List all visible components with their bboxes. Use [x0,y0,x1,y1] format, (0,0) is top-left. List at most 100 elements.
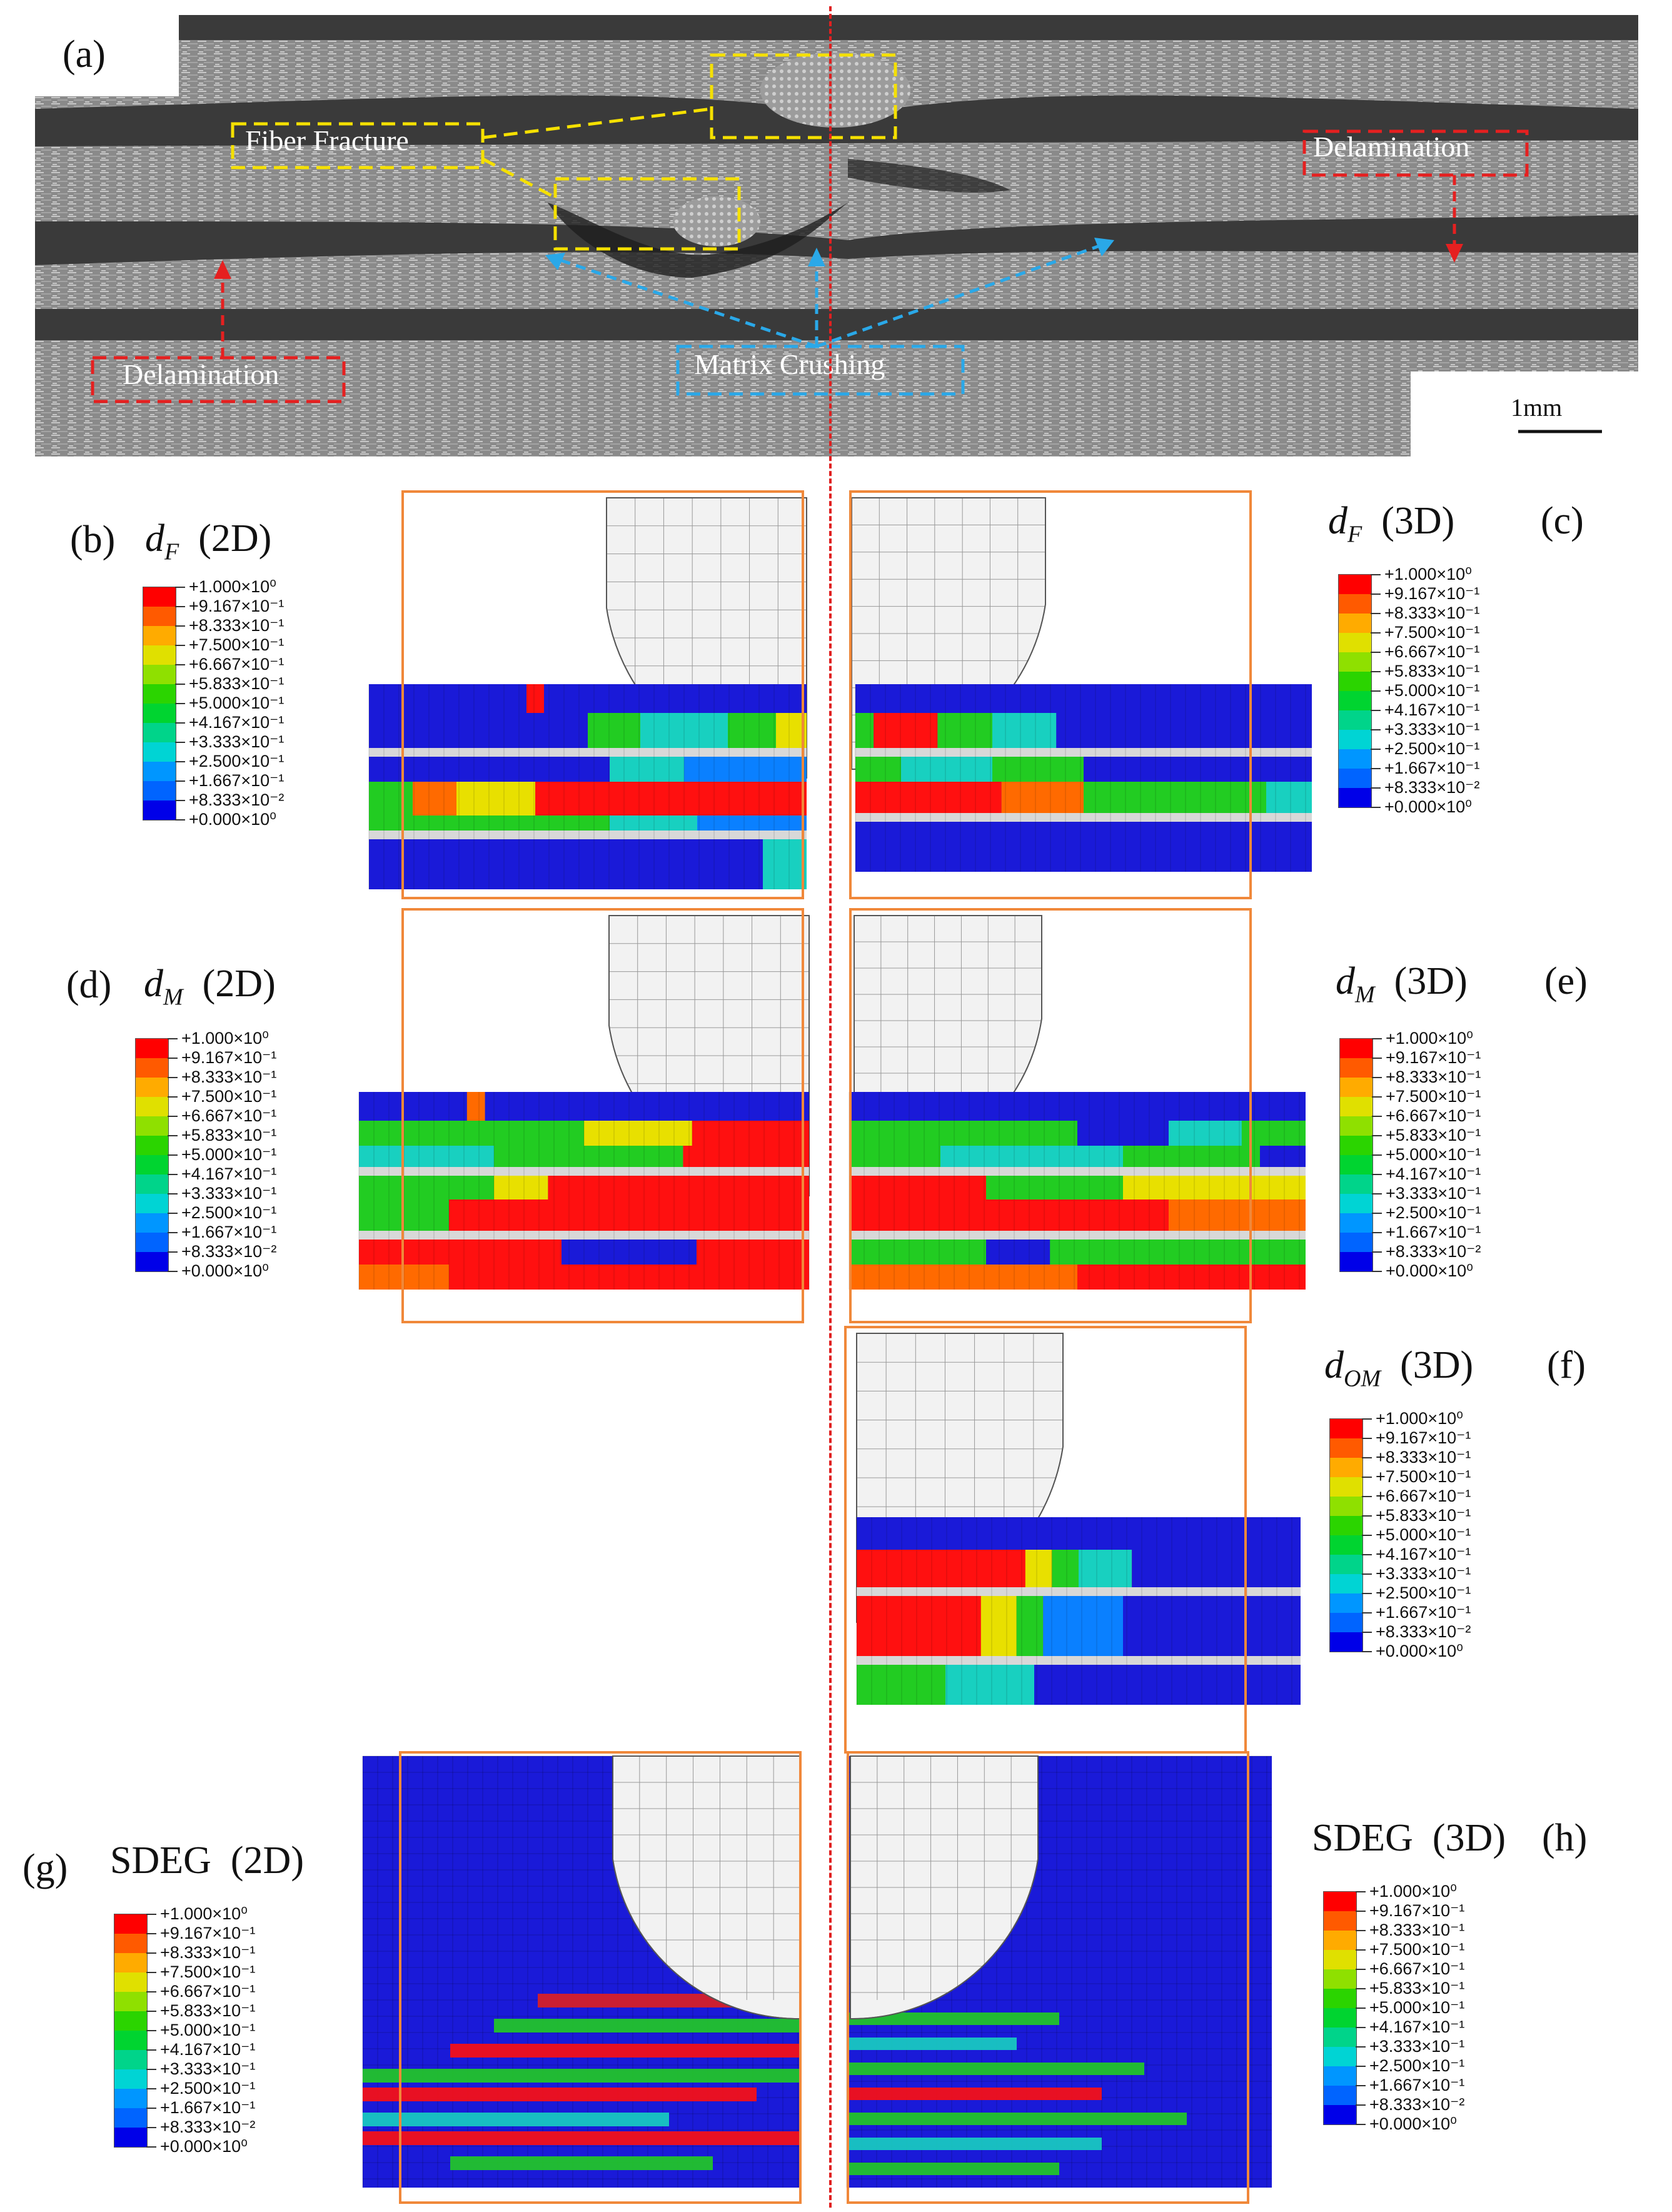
legend-label: +2.500×10⁻¹ [1384,739,1480,758]
legend-tick [1371,632,1381,634]
sim-panel-e [849,908,1306,1323]
legend-swatch [114,1972,147,1992]
legend-swatch [1324,1950,1356,1969]
zoom-frame [399,1751,802,2204]
panel-label-c: (c) [1541,500,1584,542]
zoom-frame [401,490,804,899]
legend-swatch [143,762,176,781]
legend-swatch [1340,1233,1372,1252]
legend-tick [1356,1930,1366,1931]
damage-band [1052,1550,1079,1587]
legend-label: +8.333×10⁻² [1386,1242,1481,1261]
legend-swatch [1339,594,1371,614]
damage-band [847,2088,1102,2100]
legend-label: +0.000×10⁰ [1376,1642,1463,1660]
legend-colorbar [1329,1418,1363,1652]
legend-label: +5.833×10⁻¹ [1386,1126,1481,1144]
legend-label: +5.833×10⁻¹ [181,1126,277,1144]
legend-label: +3.333×10⁻¹ [1386,1184,1481,1203]
legend-tick [1362,1573,1372,1575]
legend-swatch [136,1233,168,1252]
legend-tick [1372,1232,1382,1233]
legend-label: +6.667×10⁻¹ [189,655,285,674]
legend-label: +5.833×10⁻¹ [1369,1979,1465,1997]
legend-label: +5.000×10⁻¹ [1384,681,1480,700]
legend-tick [1362,1535,1372,1536]
title-d: dM (2D) [144,962,276,1011]
legend-tick [1371,613,1381,614]
legend-label: +5.833×10⁻¹ [160,2001,256,2020]
legend-swatch [143,684,176,704]
legend-label: +1.667×10⁻¹ [1376,1603,1471,1622]
legend-tick [168,1154,178,1156]
ply-layer [369,684,807,713]
legend-label: +8.333×10⁻² [1369,2095,1465,2114]
legend-swatch [114,1914,147,1934]
legend-tick [175,819,185,821]
legend-swatch [136,1039,168,1058]
damage-band [369,816,610,831]
legend-tick [1362,1632,1372,1633]
legend-label: +7.500×10⁻¹ [1386,1087,1481,1106]
legend-tick [168,1077,178,1078]
damage-band [692,1121,809,1146]
ply-layer [857,1587,1301,1596]
damage-band [562,1240,697,1265]
legend-label: +9.167×10⁻¹ [181,1048,277,1067]
legend-swatch [1330,1497,1362,1516]
legend-swatch [136,1155,168,1174]
damage-band [363,2088,757,2101]
damage-band [776,713,807,748]
legend-tick [1356,1891,1366,1892]
legend-tick [1362,1418,1372,1420]
legend-tick [146,2011,156,2012]
legend-colorbar [135,1038,169,1272]
panel-label-f: (f) [1547,1344,1586,1386]
ply-layer [849,1240,1306,1265]
legend-swatch [143,723,176,742]
legend-tick [1362,1593,1372,1594]
legend-colorbar [114,1914,148,2148]
legend-swatch [1339,710,1371,730]
legend-label: +3.333×10⁻¹ [1384,720,1480,739]
legend-tick [175,606,185,607]
legend-swatch [1330,1632,1362,1652]
damage-band [847,2038,1017,2050]
damage-band [449,1265,809,1290]
damage-band [847,2163,1059,2175]
damage-band [847,2138,1102,2150]
legend-tick [175,645,185,646]
legend-tick [1356,1969,1366,1970]
ply-layer [359,1167,809,1176]
legend-swatch [1340,1058,1372,1078]
fiber-fracture-label: Fiber Fracture [245,124,409,156]
legend-label: +1.667×10⁻¹ [189,771,285,790]
scale-bar-label: 1mm [1511,393,1563,422]
legend-swatch [114,1992,147,2011]
legend-label: +4.167×10⁻¹ [1384,700,1480,719]
legend-tick [1362,1438,1372,1439]
legend-tick [146,1991,156,1992]
damage-band [450,2156,713,2170]
legend-label: +5.000×10⁻¹ [1369,1998,1465,2017]
legend-swatch [114,1934,147,1953]
legend-label: +2.500×10⁻¹ [1386,1203,1481,1222]
delamination-label-right: Delamination [1313,131,1470,163]
damage-band [901,757,992,782]
legend-swatch [1339,788,1371,807]
sim-panel-h [846,1751,1272,2204]
legend-colorbar [143,587,176,821]
legend-label: +1.000×10⁰ [160,1904,248,1923]
zoom-frame [847,1751,1249,2204]
damage-band [640,713,728,748]
legend-label: +9.167×10⁻¹ [1369,1901,1465,1920]
legend-label: +5.000×10⁻¹ [160,2021,256,2039]
legend-tick [168,1251,178,1253]
legend-swatch [1339,652,1371,672]
legend-label: +3.333×10⁻¹ [189,732,285,751]
legend-label: +4.167×10⁻¹ [181,1164,277,1183]
legend-swatch [1330,1477,1362,1497]
legend-swatch [143,704,176,723]
legend-swatch [1340,1136,1372,1155]
legend-swatch [136,1097,168,1116]
